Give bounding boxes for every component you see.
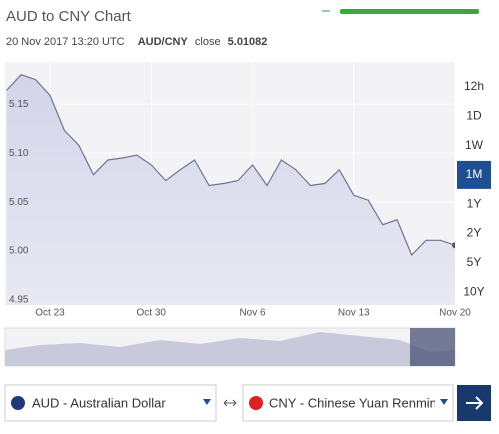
timestamp: 20 Nov 2017 13:20 UTC xyxy=(6,36,125,48)
swap-icon[interactable] xyxy=(223,399,237,407)
area-fill xyxy=(6,74,455,305)
range-button[interactable]: 12h xyxy=(464,79,484,93)
dropdown-arrow xyxy=(203,399,211,405)
close-value: 5.01082 xyxy=(228,36,268,48)
subtitle: 20 Nov 2017 13:20 UTC AUD/CNY close 5.01… xyxy=(6,36,267,48)
cn-flag xyxy=(249,396,263,410)
to-currency: CNY - Chinese Yuan Renmin xyxy=(269,395,437,410)
go-arrow xyxy=(466,396,484,410)
x-tick-label: Oct 30 xyxy=(137,308,167,319)
range-button[interactable]: 2Y xyxy=(467,226,482,240)
line xyxy=(6,74,455,257)
dropdown-arrow xyxy=(440,399,448,405)
y-tick-label: 5.10 xyxy=(9,148,29,159)
y-tick-label: 5.05 xyxy=(9,197,29,208)
range-button[interactable]: 1Y xyxy=(467,196,482,210)
pair: AUD/CNY xyxy=(138,36,189,48)
from-select[interactable] xyxy=(4,384,217,422)
navigator-window[interactable] xyxy=(410,328,455,366)
title: AUD to CNY Chart xyxy=(6,8,132,25)
from-currency: AUD - Australian Dollar xyxy=(32,395,166,410)
status-bar xyxy=(340,9,479,14)
au-flag xyxy=(11,396,25,410)
range-button[interactable]: 1W xyxy=(465,138,484,152)
x-tick-label: Nov 20 xyxy=(439,308,471,319)
range-button[interactable]: 1M xyxy=(466,167,483,181)
range-button-active[interactable] xyxy=(457,160,491,189)
y-tick-label: 5.15 xyxy=(9,99,29,110)
range-button[interactable]: 5Y xyxy=(467,255,482,269)
navigator-area xyxy=(5,332,455,366)
to-select[interactable] xyxy=(242,384,454,422)
x-tick-label: Nov 6 xyxy=(239,308,266,319)
y-tick-label: 4.95 xyxy=(9,295,29,306)
range-button[interactable]: 1D xyxy=(466,108,482,122)
x-tick-label: Nov 13 xyxy=(338,308,370,319)
range-buttons: 12h 1D 1W 1M 1Y 2Y 5Y 10Y xyxy=(457,79,491,298)
close-label: close xyxy=(195,36,221,48)
x-tick-label: Oct 23 xyxy=(35,308,65,319)
y-tick-label: 5.00 xyxy=(9,246,29,257)
range-button[interactable]: 10Y xyxy=(463,284,484,298)
